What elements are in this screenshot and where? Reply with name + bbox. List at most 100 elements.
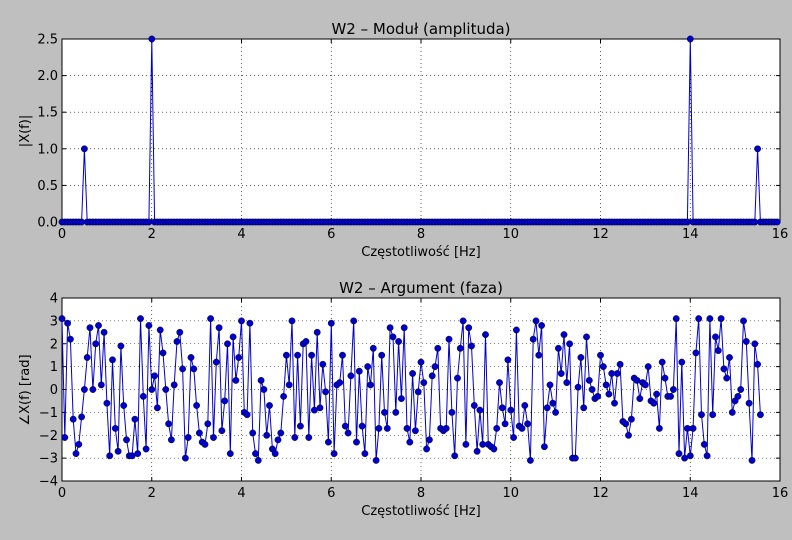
x-tick-label: 6 (327, 227, 335, 242)
x-tick-label: 0 (58, 486, 66, 501)
data-point (142, 445, 150, 453)
data-point (566, 340, 573, 348)
data-point (64, 319, 72, 327)
y-tick-label: 0.5 (37, 179, 58, 194)
y-tick-label: −3 (39, 452, 58, 467)
data-point (454, 374, 461, 382)
data-point (406, 438, 414, 446)
data-point (557, 370, 565, 377)
data-point (397, 395, 405, 402)
data-point (159, 349, 167, 357)
data-point (602, 381, 610, 389)
data-point (246, 319, 254, 327)
data-point (420, 379, 428, 386)
data-point (339, 351, 346, 359)
data-point (717, 315, 725, 322)
data-point (470, 402, 478, 409)
data-point (616, 360, 624, 368)
data-point (636, 395, 644, 402)
data-point (448, 408, 456, 416)
y-tick-label: 4 (50, 292, 58, 307)
data-point (745, 399, 753, 407)
data-point (153, 404, 161, 412)
data-point (580, 404, 588, 412)
data-point (221, 397, 229, 405)
data-point (681, 454, 688, 462)
data-point (378, 351, 386, 359)
data-point (709, 411, 717, 419)
data-point (252, 450, 259, 457)
data-point (350, 317, 358, 325)
data-point (748, 456, 756, 464)
data-point (723, 374, 731, 382)
data-point (490, 445, 498, 453)
subplot-title: W2 – Moduł (amplituda) (331, 20, 510, 38)
data-point (277, 429, 285, 437)
data-point (482, 331, 489, 338)
data-point (330, 450, 338, 457)
data-point (145, 322, 153, 329)
data-point (235, 354, 243, 361)
data-point (296, 422, 304, 430)
data-point (529, 335, 537, 343)
magnitude-subplot: 0 2 4 6 8 10 12 14 16 0.0 0.5 1.0 1.5 2.0 2.5 W2 – Mod… (18, 20, 788, 260)
data-point (106, 452, 114, 460)
data-point (67, 335, 74, 343)
data-point (257, 376, 265, 384)
data-point (754, 360, 761, 368)
data-point (100, 328, 108, 336)
data-point (215, 324, 223, 332)
data-point (656, 424, 663, 432)
data-point (195, 429, 203, 437)
data-point (518, 424, 526, 432)
data-point (319, 360, 327, 368)
data-point (527, 456, 534, 464)
x-tick-label: 14 (682, 227, 699, 242)
x-tick-label: 2 (148, 227, 156, 242)
data-point (109, 356, 116, 364)
y-tick-label: 2.0 (37, 69, 58, 84)
data-point (83, 354, 91, 361)
data-point (139, 392, 147, 400)
data-point (546, 381, 554, 389)
data-point (650, 399, 658, 407)
data-point (428, 372, 436, 380)
y-tick-label: 2.5 (37, 33, 58, 48)
data-point (375, 424, 383, 432)
data-point (611, 399, 618, 407)
data-point (754, 145, 761, 153)
data-point (302, 338, 310, 345)
data-point (367, 381, 374, 389)
data-point (698, 411, 705, 419)
data-point (445, 335, 453, 343)
data-point (563, 379, 571, 386)
data-point (72, 450, 80, 457)
data-point (625, 431, 632, 439)
data-point (737, 386, 745, 393)
data-point (451, 452, 459, 460)
data-point (605, 390, 613, 398)
data-point (658, 358, 666, 366)
data-point (692, 349, 700, 357)
data-point (414, 388, 422, 396)
data-point (501, 420, 509, 428)
subplot-title: W2 – Argument (faza) (339, 279, 503, 297)
data-point (134, 450, 142, 457)
grid-lines (62, 39, 780, 222)
data-point (577, 354, 585, 361)
data-point (97, 381, 105, 389)
data-point (187, 354, 195, 361)
data-point (81, 386, 88, 393)
data-point (695, 315, 703, 322)
y-tick-label: 0 (50, 383, 58, 398)
data-point (434, 344, 442, 352)
data-point (120, 402, 128, 409)
plot-area (61, 38, 781, 223)
data-point (560, 331, 568, 338)
data-point (260, 386, 268, 393)
data-point (543, 404, 551, 412)
x-tick-label: 16 (772, 486, 789, 501)
data-point (684, 424, 691, 432)
data-point (642, 381, 649, 389)
data-point (672, 315, 680, 322)
